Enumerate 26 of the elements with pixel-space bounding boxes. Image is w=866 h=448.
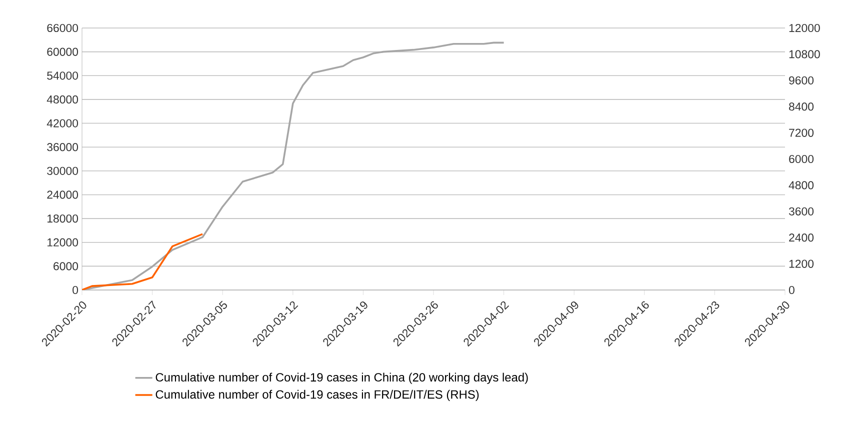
y2-tick-label: 1200 (789, 260, 814, 268)
y-tick-label: 60000 (47, 48, 78, 56)
y-tick-label: 30000 (47, 166, 78, 175)
y2-tick-label: 12000 (789, 24, 820, 32)
line-series (82, 233, 204, 290)
y2-tick-label: 6000 (789, 154, 814, 164)
y2-tick-label: 8400 (789, 102, 814, 111)
y-tick-label: 66000 (47, 24, 78, 32)
y2-tick-label: 4800 (788, 181, 814, 190)
y-tick-label: 42000 (46, 119, 78, 128)
y-tick-label: 18000 (47, 214, 78, 223)
y-tick-label: 12000 (47, 238, 78, 246)
legend-label: Cumulative number of Covid-19 cases in FR/DE/IT/ES (RHS) (156, 390, 479, 402)
y-tick-label: 0 (72, 286, 78, 294)
y-tick-label: 24000 (47, 190, 78, 199)
y-tick-label: 6000 (54, 262, 78, 270)
y-tick-label: 54000 (47, 72, 78, 80)
y2-tick-label: 0 (788, 286, 794, 294)
y2-tick-label: 2400 (789, 234, 814, 242)
y2-tick-label: 9600 (789, 76, 814, 84)
y2-tick-label: 7200 (789, 128, 814, 137)
legend-label: Cumulative number of Covid-19 cases in China (20 working days lead) (156, 372, 528, 384)
y2-tick-label: 3600 (788, 207, 814, 216)
y2-tick-label: 10800 (789, 50, 820, 58)
y-tick-label: 36000 (47, 143, 78, 152)
y-tick-label: 48000 (46, 95, 78, 104)
